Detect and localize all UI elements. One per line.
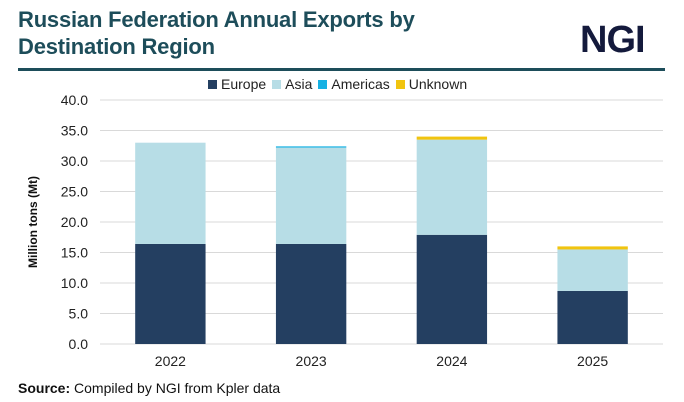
chart-title: Russian Federation Annual Exports by Des… bbox=[18, 6, 415, 60]
legend-item-europe: Europe bbox=[208, 76, 266, 92]
y-tick-label: 5.0 bbox=[69, 306, 89, 322]
bar-americas-2023 bbox=[275, 146, 347, 148]
bar-asia-2023 bbox=[275, 147, 347, 244]
x-tick-label: 2024 bbox=[436, 353, 467, 369]
legend-label: Asia bbox=[285, 76, 313, 92]
bar-asia-2024 bbox=[416, 139, 488, 235]
source-label: Source: bbox=[18, 380, 71, 396]
legend-swatch bbox=[318, 79, 328, 89]
legend-item-americas: Americas bbox=[318, 76, 390, 92]
y-axis-label: Million tons (Mt) bbox=[26, 176, 40, 268]
legend-swatch bbox=[208, 79, 217, 89]
y-tick-label: 10.0 bbox=[61, 275, 88, 291]
source-text: Compiled by NGI from Kpler data bbox=[70, 380, 281, 396]
y-tick-label: 30.0 bbox=[61, 153, 88, 169]
y-tick-label: 0.0 bbox=[69, 336, 89, 352]
title-divider bbox=[18, 68, 665, 71]
title-line-2: Destination Region bbox=[18, 34, 215, 59]
y-tick-label: 20.0 bbox=[61, 214, 88, 230]
bar-europe-2024 bbox=[416, 234, 488, 344]
chart-legend: Europe Asia Americas Unknown bbox=[208, 76, 473, 92]
bar-europe-2025 bbox=[557, 290, 628, 344]
bar-asia-2022 bbox=[135, 142, 206, 244]
x-tick-label: 2022 bbox=[155, 353, 186, 369]
legend-label: Unknown bbox=[408, 76, 468, 92]
bar-europe-2022 bbox=[135, 243, 206, 344]
y-tick-label: 15.0 bbox=[61, 245, 88, 261]
legend-swatch bbox=[395, 79, 405, 89]
source-note: Source: Compiled by NGI from Kpler data bbox=[18, 380, 280, 396]
bar-unknown-2025 bbox=[557, 246, 628, 250]
y-tick-label: 25.0 bbox=[61, 184, 88, 200]
legend-item-unknown: Unknown bbox=[395, 76, 468, 92]
legend-label: Americas bbox=[331, 76, 390, 92]
x-tick-label: 2025 bbox=[577, 353, 608, 369]
y-tick-label: 35.0 bbox=[61, 123, 88, 139]
y-tick-label: 40.0 bbox=[61, 92, 88, 108]
legend-label: Europe bbox=[221, 76, 267, 92]
title-line-1: Russian Federation Annual Exports by bbox=[18, 7, 415, 32]
bar-europe-2023 bbox=[275, 243, 347, 344]
legend-item-asia: Asia bbox=[272, 76, 312, 92]
x-tick-label: 2023 bbox=[296, 353, 327, 369]
ngi-logo: NGI bbox=[580, 19, 646, 61]
bar-unknown-2024 bbox=[416, 136, 488, 140]
legend-swatch bbox=[272, 79, 282, 89]
bar-asia-2025 bbox=[557, 249, 628, 291]
